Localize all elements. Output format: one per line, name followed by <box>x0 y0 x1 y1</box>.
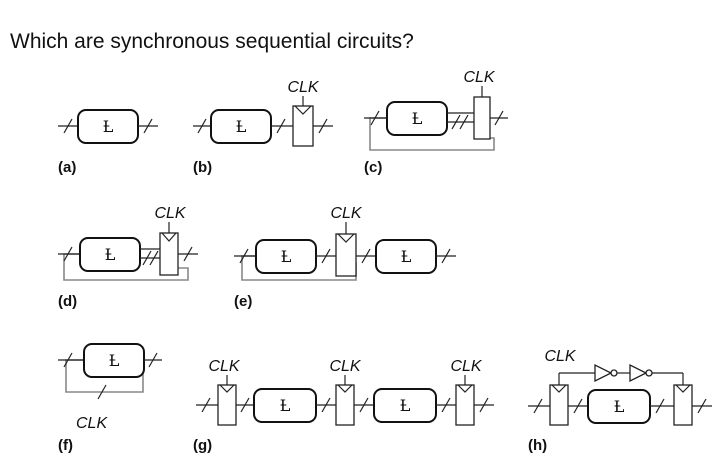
svg-text:Ƚ: Ƚ <box>412 109 423 128</box>
circuit-d: Ƚ CLK (d) <box>58 205 198 310</box>
panel-label-e: (e) <box>234 293 252 310</box>
circuit-b: Ƚ CLK (b) <box>193 79 333 176</box>
clk-label: CLK <box>330 205 362 222</box>
panel-label-b: (b) <box>193 159 212 176</box>
combinational-logic-block <box>79 237 141 272</box>
panel-label-g: (g) <box>193 437 212 454</box>
circuit-a: Ƚ (a) <box>58 109 158 176</box>
circuit-g: CLK Ƚ CLK Ƚ CLK (g) <box>193 358 494 454</box>
circuit-h: CLK Ƚ (h) <box>528 348 712 454</box>
panel-label-h: (h) <box>528 437 547 454</box>
svg-text:Ƚ: Ƚ <box>103 117 114 136</box>
panel-label-f: (f) <box>58 437 73 454</box>
panel-label-a: (a) <box>58 159 76 176</box>
inverter <box>594 363 613 383</box>
clk-label: CLK <box>544 348 576 365</box>
circuit-f: Ƚ CLK (f) <box>58 343 162 454</box>
register <box>159 232 179 276</box>
register <box>217 384 237 426</box>
inverter <box>629 363 648 383</box>
clk-label: CLK <box>463 69 495 86</box>
circuit-e: Ƚ CLK Ƚ (e) <box>234 205 456 310</box>
register <box>335 384 355 426</box>
clk-label: CLK <box>329 358 361 375</box>
panel-label-d: (d) <box>58 293 77 310</box>
clk-label: CLK <box>208 358 240 375</box>
svg-text:Ƚ: Ƚ <box>401 247 412 266</box>
svg-text:Ƚ: Ƚ <box>280 396 291 415</box>
register <box>335 233 357 277</box>
svg-text:Ƚ: Ƚ <box>614 397 625 416</box>
svg-text:Ƚ: Ƚ <box>236 117 247 136</box>
register <box>673 384 693 426</box>
panel-label-c: (c) <box>364 159 382 176</box>
svg-text:Ƚ: Ƚ <box>281 247 292 266</box>
clk-label: CLK <box>76 415 108 432</box>
clk-label: CLK <box>154 205 186 222</box>
register <box>292 105 314 147</box>
svg-text:Ƚ: Ƚ <box>109 351 120 370</box>
question-text: Which are synchronous sequential circuit… <box>10 30 414 53</box>
register <box>473 96 491 140</box>
register <box>549 384 569 426</box>
svg-text:Ƚ: Ƚ <box>400 396 411 415</box>
svg-text:Ƚ: Ƚ <box>105 245 116 264</box>
circuit-c: Ƚ CLK (c) <box>364 69 508 176</box>
clk-label: CLK <box>287 79 319 96</box>
combinational-logic-block <box>386 101 448 136</box>
clk-label: CLK <box>450 358 482 375</box>
register <box>455 384 475 426</box>
